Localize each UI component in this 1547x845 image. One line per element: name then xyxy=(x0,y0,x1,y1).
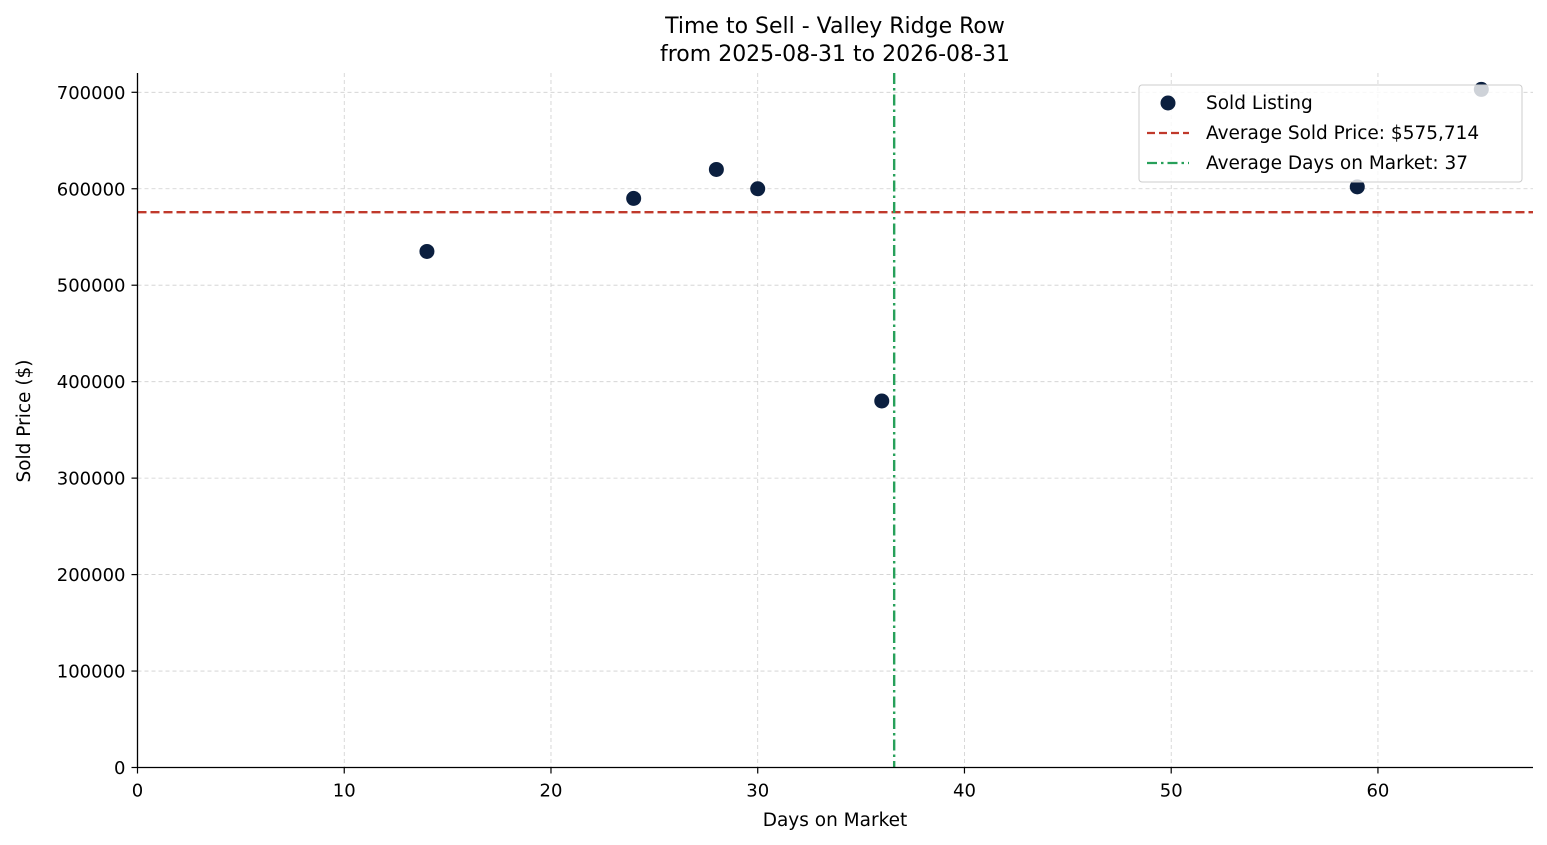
legend-label-sold-listing: Sold Listing xyxy=(1206,93,1313,114)
x-axis-label: Days on Market xyxy=(763,810,908,831)
legend: Sold Listing Average Sold Price: $575,71… xyxy=(1138,84,1523,183)
legend-box xyxy=(1138,84,1523,183)
chart-title: Time to Sell - Valley Ridge Row xyxy=(664,14,1005,39)
data-point xyxy=(708,161,724,177)
y-tick-label: 700000 xyxy=(57,83,126,104)
legend-marker-sold-listing xyxy=(1160,95,1176,111)
y-ticks: 0 100000 200000 300000 400000 500000 600000 700… xyxy=(57,83,138,779)
legend-label-average-price: Average Sold Price: $575,714 xyxy=(1206,123,1479,144)
y-tick-label: 600000 xyxy=(57,179,126,200)
data-point xyxy=(419,243,435,259)
y-tick-label: 300000 xyxy=(57,469,126,490)
y-axis-label: Sold Price ($) xyxy=(14,359,35,482)
data-point xyxy=(1349,179,1365,195)
legend-label-average-days: Average Days on Market: 37 xyxy=(1206,153,1468,174)
x-tick-label: 20 xyxy=(540,781,563,802)
grid-lines xyxy=(137,73,1533,768)
y-tick-label: 200000 xyxy=(57,565,126,586)
data-point xyxy=(750,181,766,197)
y-tick-label: 500000 xyxy=(57,276,126,297)
reference-lines xyxy=(137,73,1533,768)
x-tick-label: 40 xyxy=(953,781,976,802)
data-point xyxy=(626,190,642,206)
data-point xyxy=(874,393,890,409)
x-tick-label: 10 xyxy=(333,781,356,802)
x-tick-label: 0 xyxy=(132,781,143,802)
x-tick-label: 50 xyxy=(1160,781,1183,802)
y-tick-label: 400000 xyxy=(57,372,126,393)
y-tick-label: 0 xyxy=(114,758,125,779)
x-tick-label: 60 xyxy=(1366,781,1389,802)
x-tick-label: 30 xyxy=(746,781,769,802)
chart-subtitle: from 2025-08-31 to 2026-08-31 xyxy=(660,42,1010,67)
x-ticks: 0 10 20 30 40 50 60 xyxy=(132,767,1389,802)
y-tick-label: 100000 xyxy=(57,662,126,683)
